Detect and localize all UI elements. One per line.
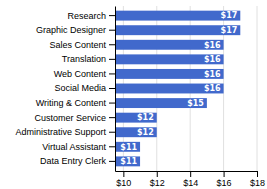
- y-tick-mark: [109, 146, 115, 147]
- x-tick-mark: [157, 171, 158, 177]
- bar: [115, 69, 224, 79]
- y-tick-mark: [109, 117, 115, 118]
- y-tick: Translation: [62, 54, 115, 64]
- x-tick: $10: [116, 171, 131, 188]
- x-axis-line: [116, 171, 258, 172]
- x-tick: $14: [183, 171, 198, 188]
- x-tick-mark: [190, 171, 191, 177]
- y-tick-mark: [109, 44, 115, 45]
- y-axis: Research Graphic Designer Sales Content Tra…: [15, 7, 115, 172]
- x-tick-label: $12: [150, 178, 165, 188]
- data-label: $16: [204, 84, 221, 93]
- data-label: $12: [137, 113, 154, 122]
- y-tick-mark: [109, 73, 115, 74]
- y-tick-label: Graphic Designer: [36, 25, 106, 35]
- y-tick: Writing & Content: [36, 98, 115, 108]
- bar: [115, 113, 157, 123]
- y-tick: Customer Service: [34, 113, 115, 123]
- y-tick-mark: [109, 15, 115, 16]
- y-tick: Data Entry Clerk: [40, 156, 115, 166]
- y-tick-label: Administrative Support: [15, 127, 106, 137]
- x-tick-mark: [123, 171, 124, 177]
- x-tick-label: $16: [217, 178, 232, 188]
- y-tick: Research: [67, 11, 115, 21]
- y-tick: Sales Content: [49, 40, 115, 50]
- x-tick: $12: [150, 171, 165, 188]
- y-tick-mark: [109, 30, 115, 31]
- y-tick-label: Writing & Content: [36, 98, 107, 108]
- bar: [115, 98, 207, 108]
- y-tick-label: Web Content: [54, 69, 107, 79]
- x-tick-label: $10: [116, 178, 131, 188]
- y-tick-mark: [109, 88, 115, 89]
- y-tick-label: Translation: [62, 54, 106, 64]
- y-tick-label: Research: [67, 11, 106, 21]
- data-label: $11: [120, 157, 137, 166]
- data-label: $17: [221, 26, 238, 35]
- y-axis-line: [115, 7, 116, 172]
- data-label: $16: [204, 70, 221, 79]
- bar: [115, 156, 140, 166]
- y-tick-label: Data Entry Clerk: [40, 156, 107, 166]
- chart: $10 $12 $14 $16 $18 Research Graphic Designer S…: [0, 0, 267, 189]
- y-tick: Administrative Support: [15, 127, 115, 137]
- bar: [115, 84, 224, 94]
- y-tick: Graphic Designer: [36, 25, 115, 35]
- x-axis: $10 $12 $14 $16 $18: [116, 171, 266, 188]
- bar: [115, 54, 224, 64]
- bars: [115, 11, 240, 167]
- x-tick: $16: [217, 171, 232, 188]
- x-tick-mark: [224, 171, 225, 177]
- bar: [115, 11, 240, 21]
- y-tick-mark: [109, 161, 115, 162]
- bar: [115, 25, 240, 35]
- bar: [115, 40, 224, 50]
- bar: [115, 142, 140, 152]
- bar: [115, 127, 157, 137]
- y-tick: Web Content: [54, 69, 115, 79]
- y-tick-label: Social Media: [54, 83, 106, 93]
- y-tick: Virtual Assistant: [42, 142, 115, 152]
- x-tick-mark: [257, 171, 258, 177]
- data-label: $16: [204, 41, 221, 50]
- x-tick-label: $18: [250, 178, 265, 188]
- data-label: $12: [137, 128, 154, 137]
- y-tick-mark: [109, 103, 115, 104]
- grid-line: [257, 6, 258, 171]
- y-tick: Social Media: [54, 83, 115, 93]
- chart-container: $10 $12 $14 $16 $18 Research Graphic Designer S…: [0, 0, 267, 189]
- y-tick-mark: [109, 59, 115, 60]
- y-tick-label: Customer Service: [34, 113, 106, 123]
- x-tick: $18: [250, 171, 265, 188]
- data-labels: $17$17$16$16$16$16$15$12$12$11$11: [120, 11, 237, 166]
- x-tick-label: $14: [183, 178, 198, 188]
- y-tick-label: Virtual Assistant: [42, 142, 106, 152]
- y-tick-mark: [109, 132, 115, 133]
- data-label: $15: [187, 99, 204, 108]
- data-label: $11: [120, 143, 137, 152]
- data-label: $16: [204, 55, 221, 64]
- y-tick-label: Sales Content: [49, 40, 106, 50]
- data-label: $17: [221, 11, 238, 20]
